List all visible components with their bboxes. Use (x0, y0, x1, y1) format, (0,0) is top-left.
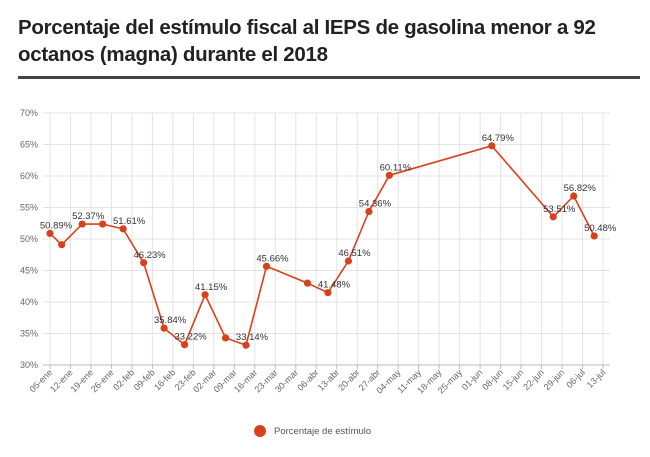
data-label: 51.61% (113, 216, 146, 227)
x-tick-label: 22-jun (521, 367, 546, 392)
y-tick-label: 40% (20, 297, 38, 307)
legend-label: Porcentaje de estímulo (274, 425, 372, 437)
data-label: 41.15% (195, 282, 228, 293)
data-point (324, 289, 332, 297)
legend: Porcentaje de estímulo (254, 425, 371, 437)
data-label: 52.37% (72, 211, 105, 222)
data-label: 50.48% (584, 223, 617, 234)
x-tick-label: 06-abr (295, 367, 320, 392)
data-label: 46.51% (338, 248, 371, 259)
data-label: 35.84% (154, 315, 187, 326)
data-point (242, 341, 250, 349)
x-tick-label: 26-ene (89, 367, 116, 394)
data-point (140, 259, 148, 267)
data-point (303, 279, 312, 287)
data-label: 45.66% (256, 253, 289, 264)
data-point (221, 334, 230, 342)
data-point (488, 142, 496, 150)
data-points (46, 142, 598, 349)
data-point (160, 324, 168, 332)
y-tick-label: 35% (20, 329, 38, 339)
data-point (99, 220, 107, 228)
y-tick-label: 50% (20, 234, 38, 244)
data-point (365, 207, 373, 216)
data-point (201, 291, 209, 299)
axes (43, 364, 610, 369)
data-label: 41.48% (318, 280, 351, 291)
x-tick-label: 13-jul (585, 367, 608, 390)
x-tick-label: 08-jun (480, 367, 505, 392)
data-label: 50.89% (40, 220, 73, 231)
data-label: 54.36% (359, 199, 392, 210)
data-point (119, 225, 127, 233)
data-point (549, 213, 557, 221)
data-label: 33.22% (174, 332, 207, 343)
data-label: 64.79% (482, 133, 515, 144)
data-label: 56.82% (564, 183, 597, 194)
data-label: 33.14% (236, 332, 269, 343)
x-tick-label: 09-feb (132, 367, 157, 392)
grid-lines (43, 112, 610, 366)
y-tick-label: 60% (20, 171, 38, 181)
x-tick-labels: 05-ene12-ene19-ene26-ene02-feb09-feb16-f… (28, 367, 608, 396)
data-label: 53.51% (543, 204, 576, 215)
y-tick-label: 45% (20, 266, 38, 276)
x-tick-label: 20-abr (336, 367, 361, 392)
data-point (344, 257, 353, 265)
y-tick-label: 30% (20, 360, 38, 370)
title-rule (18, 76, 640, 79)
x-tick-label: 13-abr (316, 367, 341, 392)
data-point (262, 262, 271, 270)
data-point (58, 241, 66, 249)
data-point (46, 229, 54, 237)
y-tick-labels: 30% 35% 40% 45% 50% 55% 60% 65% 70% (20, 108, 38, 370)
chart-title: Porcentaje del estímulo fiscal al IEPS d… (18, 16, 596, 66)
data-point (180, 341, 189, 349)
data-label: 60.11% (380, 162, 412, 173)
x-tick-label: 02-feb (111, 367, 136, 392)
x-tick-label: 30-mar (273, 367, 300, 394)
data-point (78, 220, 86, 228)
x-tick-label: 16-feb (152, 367, 177, 392)
data-point (570, 192, 578, 200)
y-tick-label: 70% (20, 108, 38, 118)
x-tick-label: 01-jun (460, 367, 485, 392)
x-tick-label: 15-jun (501, 367, 526, 392)
line-chart: 30% 35% 40% 45% 50% 55% 60% 65% 70% 05-ene12-ene… (20, 108, 617, 396)
data-point (590, 232, 598, 240)
y-tick-label: 65% (20, 140, 38, 150)
x-tick-label: 29-jun (542, 367, 567, 392)
data-labels: 50.89%52.37% 51.61% 46.23% 35.84% 33.22% 41.1… (40, 133, 617, 343)
y-tick-label: 55% (20, 203, 38, 213)
data-point (385, 171, 394, 179)
data-label: 46.23% (134, 250, 167, 261)
legend-marker (254, 425, 266, 437)
x-tick-label: 06-jul (564, 367, 587, 390)
